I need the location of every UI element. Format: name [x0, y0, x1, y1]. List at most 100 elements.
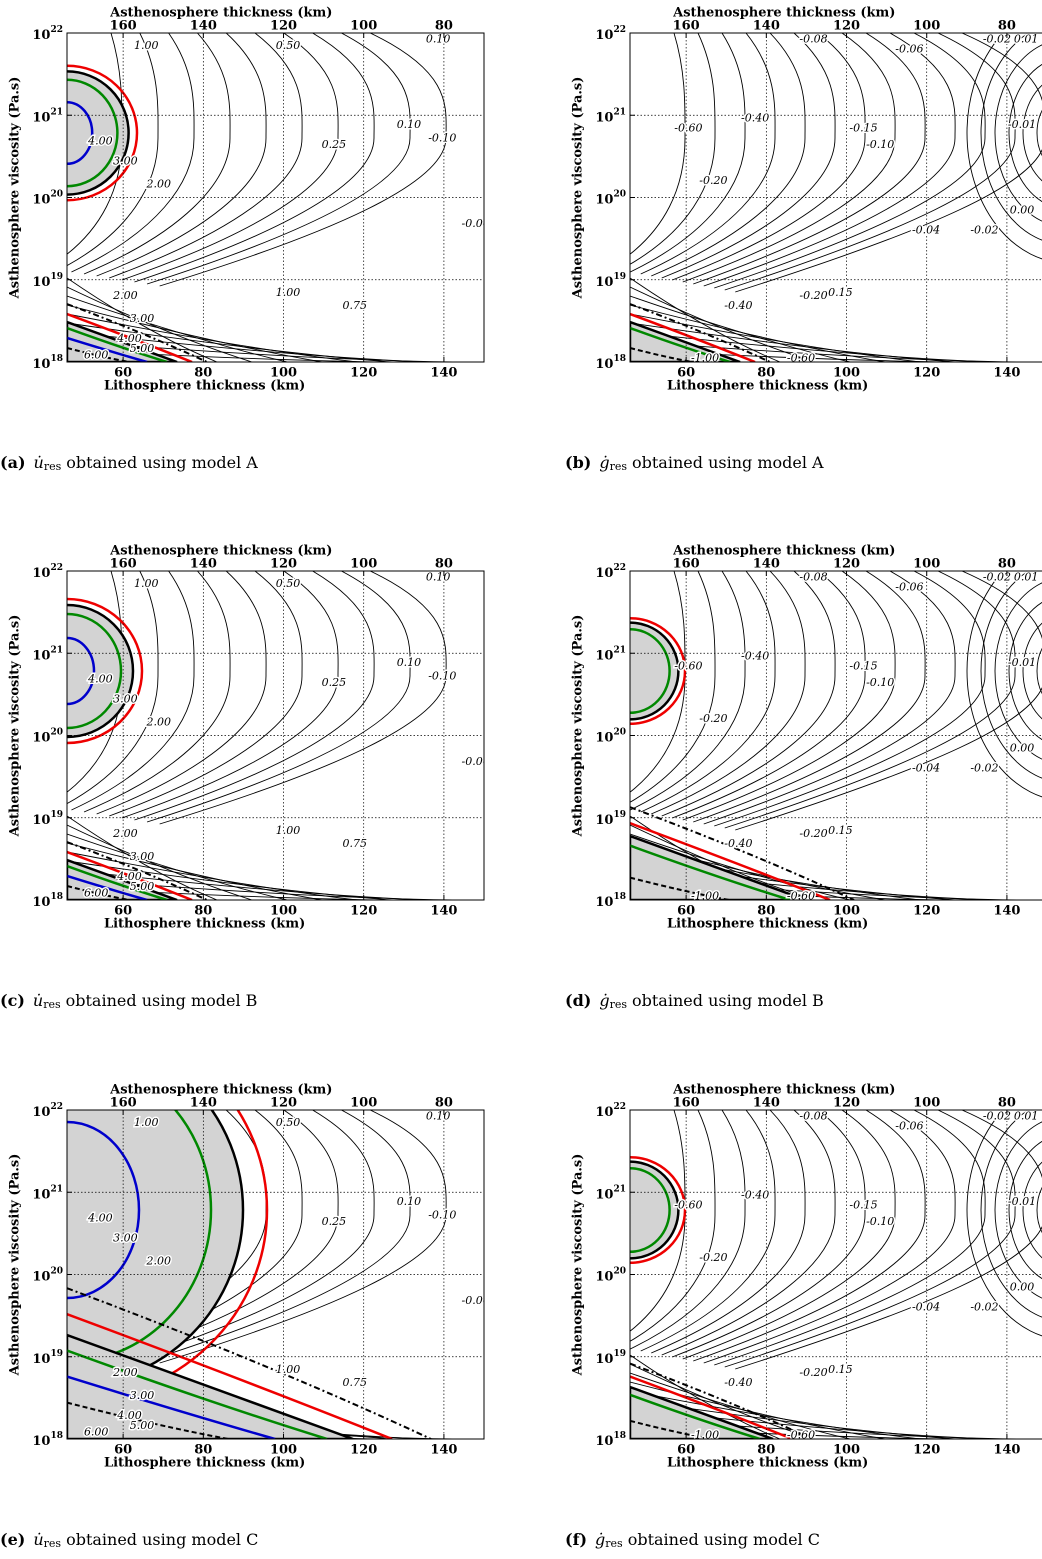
contour-label: -0.00	[462, 1294, 490, 1307]
contour-line	[159, 1110, 447, 1364]
contour-label: -0.60	[674, 121, 702, 134]
region-edge	[630, 1375, 793, 1439]
y-tick-power: 18	[613, 1431, 626, 1441]
contour-line	[67, 833, 288, 900]
y-tick-power: 18	[613, 354, 626, 364]
x-tick-label: 140	[430, 904, 457, 919]
region-edge	[67, 1120, 141, 1300]
contour-line	[121, 571, 339, 819]
y-axis-label: Asthenosphere viscosity (Pa.s)	[571, 77, 586, 300]
contour-label: 1.00	[276, 824, 301, 837]
y-axis-label: Asthenosphere viscosity (Pa.s)	[571, 1154, 586, 1377]
caption-symbol: ġ	[595, 1530, 605, 1549]
plot-frame	[629, 570, 1042, 901]
contour-line	[134, 1110, 375, 1360]
x2-tick-label: 140	[753, 557, 780, 572]
y-tick-base: 10	[595, 110, 613, 125]
contour-label: -0.02	[983, 33, 1011, 46]
contour-line	[661, 1110, 836, 1356]
contour-label: -0.15	[824, 824, 852, 837]
y-tick-power: 20	[50, 1266, 63, 1276]
plot-frame	[629, 1109, 1042, 1440]
contour-label: 1.00	[134, 577, 159, 590]
region-edge	[67, 1375, 276, 1439]
contour-line	[71, 33, 195, 273]
contour-label: -0.40	[741, 1189, 769, 1202]
contour-line	[693, 33, 926, 285]
y-tick-power: 18	[50, 354, 63, 364]
contour-line	[703, 1110, 956, 1364]
contour-line	[714, 571, 986, 827]
region-edge	[67, 885, 130, 900]
x-tick-label: 80	[757, 366, 775, 381]
caption-label: (a)	[0, 453, 26, 472]
contour-label: 0.50	[276, 577, 301, 590]
contour-line	[682, 1110, 896, 1360]
contour-label: -0.10	[428, 131, 456, 144]
contour-line	[693, 571, 926, 823]
contour-label: 4.00	[116, 1409, 141, 1422]
caption-text: obtained using model C	[66, 1530, 258, 1549]
caption: (d) ġres obtained using model B	[565, 991, 824, 1012]
contour-label: -0.60	[674, 659, 702, 672]
x-tick-label: 60	[114, 904, 132, 919]
y-tick-power: 20	[613, 1266, 626, 1276]
y-tick-base: 10	[595, 192, 613, 207]
contour-label: 3.00	[113, 692, 138, 705]
contour-line	[71, 571, 195, 811]
y-tick-base: 10	[32, 648, 50, 663]
contour-label: -0.15	[824, 1363, 852, 1376]
x-tick-label: 140	[993, 366, 1020, 381]
x-tick-label: 100	[833, 1443, 860, 1458]
contour-line	[651, 33, 806, 277]
contour-label: -0.10	[866, 676, 894, 689]
contour-label: -0.04	[912, 1300, 940, 1313]
contour-label: -0.10	[866, 1215, 894, 1228]
y-tick-base: 10	[595, 1105, 613, 1120]
contour-line	[735, 1110, 1042, 1370]
y-tick-power: 20	[613, 189, 626, 199]
contour-line	[1022, 1161, 1042, 1259]
contour-line	[67, 824, 253, 900]
contour-label: -0.06	[895, 42, 923, 55]
contour-line	[146, 1110, 411, 1362]
contour-line	[67, 571, 159, 805]
y-tick-base: 10	[595, 812, 613, 827]
y-tick-label: 1020	[32, 1266, 63, 1284]
contour-label: -0.01	[1008, 1195, 1036, 1208]
y-tick-label: 1018	[32, 354, 63, 372]
contour-line	[630, 833, 851, 900]
x2-tick-label: 120	[833, 19, 860, 34]
x-tick-label: 100	[270, 366, 297, 381]
contour-label: 4.00	[87, 673, 113, 686]
contour-label: -0.06	[895, 580, 923, 593]
contour-label: 5.00	[130, 342, 155, 355]
contour-label: 2.00	[145, 715, 171, 728]
caption-subscript: res	[610, 998, 628, 1011]
y-tick-base: 10	[32, 566, 50, 581]
y-tick-label: 1019	[32, 271, 63, 289]
y-axis-label: Asthenosphere viscosity (Pa.s)	[571, 615, 586, 838]
contour-label: 0.75	[342, 1376, 367, 1389]
contour-line	[630, 1110, 746, 1350]
y-tick-power: 20	[613, 727, 626, 737]
x-tick-label: 140	[430, 1443, 457, 1458]
contour-line	[980, 33, 1042, 241]
caption-subscript: res	[605, 1537, 623, 1550]
x-axis-label: Lithosphere thickness (km)	[104, 379, 305, 394]
contour-line	[630, 33, 746, 273]
plot-area: -0.08-0.06-0.02 0.01-0.60-0.40-0.15-0.10-…	[630, 33, 1042, 362]
x2-tick-label: 120	[270, 557, 297, 572]
caption-symbol: u̇	[33, 991, 43, 1010]
y-tick-base: 10	[595, 1269, 613, 1284]
contour-label: 5.00	[130, 1419, 155, 1432]
contour-label: 3.00	[130, 850, 155, 863]
x2-tick-label: 120	[270, 1096, 297, 1111]
y-tick-base: 10	[32, 1105, 50, 1120]
region-edge	[67, 636, 96, 706]
x2-axis-label: Asthenosphere thickness (km)	[672, 1083, 895, 1098]
y-tick-power: 21	[50, 1184, 63, 1194]
contour-line	[672, 571, 866, 819]
contour-line	[1022, 622, 1042, 720]
x-tick-label: 80	[757, 904, 775, 919]
